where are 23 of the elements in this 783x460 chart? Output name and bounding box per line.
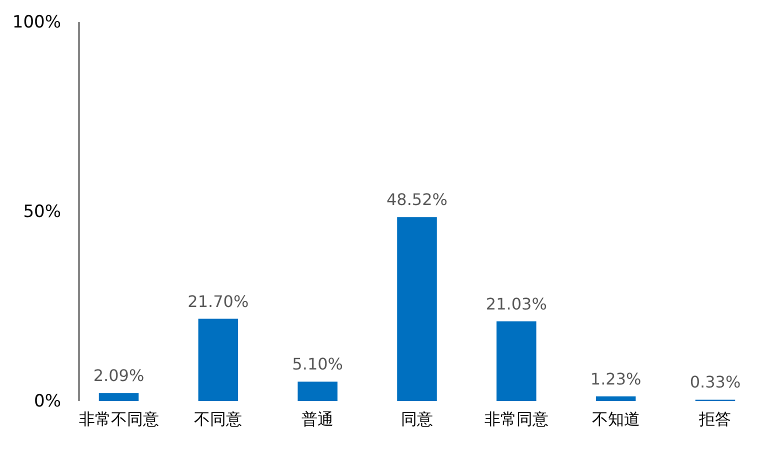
x-tick-label: 不知道 [592, 409, 640, 428]
data-label: 48.52% [386, 190, 448, 210]
x-tick-label: 普通 [302, 409, 334, 428]
x-tick-label: 不同意 [194, 409, 242, 428]
x-tick-label: 同意 [401, 409, 433, 428]
bar [298, 382, 338, 401]
data-label: 1.23% [590, 369, 642, 388]
x-tick-label: 非常不同意 [78, 409, 159, 428]
data-label: 2.09% [93, 366, 144, 386]
bar [198, 318, 238, 401]
x-tick-label: 非常同意 [484, 409, 548, 428]
bar [98, 393, 139, 401]
x-tick-label: 拒答 [698, 409, 732, 428]
data-label: 21.03% [486, 294, 547, 314]
data-label: 5.10% [292, 354, 343, 374]
y-tick-label: 0% [34, 391, 61, 412]
y-tick-label: 100% [12, 12, 61, 32]
bar [397, 217, 437, 401]
bar [496, 321, 536, 401]
data-label: 0.33% [690, 372, 741, 392]
bar [596, 396, 636, 401]
y-tick-label: 50% [23, 202, 61, 222]
data-label: 21.70% [188, 292, 249, 311]
